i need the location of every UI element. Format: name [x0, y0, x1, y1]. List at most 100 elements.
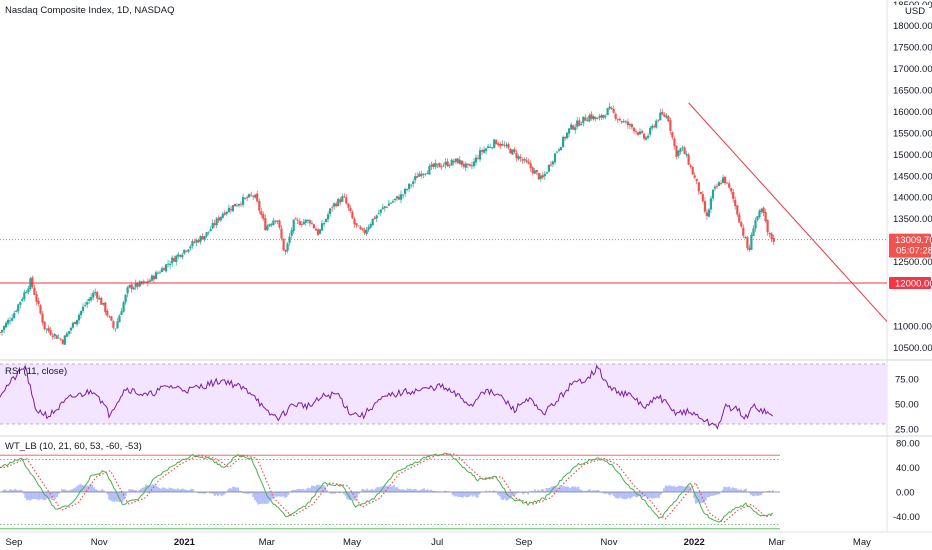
wt-hist-bar	[584, 490, 586, 492]
wt-hist-bar	[492, 490, 494, 492]
chart-title: Nasdaq Composite Index, 1D, NASDAQ	[5, 5, 175, 16]
candle-body	[290, 230, 293, 236]
wt-hist-bar	[232, 486, 234, 492]
wt-hist-bar	[704, 492, 707, 501]
candle-body	[643, 133, 646, 139]
wt-hist-bar	[545, 488, 548, 492]
candle-body	[260, 211, 263, 215]
candle-body	[116, 321, 119, 329]
price-pane[interactable]: Nasdaq Composite Index, 1D, NASDAQ	[0, 5, 888, 345]
wt-hist-bar	[585, 490, 588, 492]
wt-hist-bar	[709, 492, 712, 496]
candle-body	[337, 198, 340, 206]
wt-hist-bar	[622, 492, 625, 500]
wt-hist-bar	[741, 490, 744, 492]
candle-body	[7, 319, 10, 324]
candle-body	[219, 216, 222, 221]
wt-hist-bar	[37, 492, 40, 501]
candle-body	[517, 156, 520, 160]
wt-hist-bar	[510, 492, 513, 498]
wt-hist-bar	[745, 488, 747, 492]
candle-body	[612, 108, 615, 113]
wt-pane[interactable]: WT_LB (10, 21, 60, 53, -60, -53)	[0, 441, 780, 530]
wt-hist-bar	[569, 488, 571, 492]
wt-hist-bar	[557, 487, 560, 492]
wt-hist-bar	[354, 492, 357, 501]
wt-hist-bar	[673, 485, 675, 492]
candle-body	[414, 176, 417, 181]
wt-hist-bar	[203, 492, 206, 494]
candle-body	[187, 249, 190, 252]
wt-hist-bar	[460, 492, 462, 498]
wt-hist-bar	[106, 492, 109, 495]
wt-hist-bar	[265, 492, 268, 505]
wt-hist-bar	[758, 492, 761, 496]
candle-body	[742, 227, 745, 236]
candle-body	[3, 326, 6, 331]
candle-body	[359, 226, 362, 229]
wt-hist-bar	[508, 492, 511, 499]
wt-hist-bar	[27, 492, 30, 500]
wt-hist-bar	[168, 487, 171, 492]
candle-body	[146, 281, 149, 283]
wt-hist-bar	[379, 486, 382, 492]
rsi-pane[interactable]: RSI (11, close)	[0, 363, 887, 430]
candle-body	[557, 149, 561, 151]
candle-body	[523, 159, 526, 161]
candle-body	[227, 207, 230, 213]
wt-hist-bar	[663, 488, 665, 492]
candle-body	[252, 195, 255, 197]
candle-body	[746, 237, 749, 249]
candle-body	[728, 183, 731, 188]
candle-body	[444, 161, 447, 165]
candle-body	[618, 118, 621, 121]
wt-hist-bar	[4, 489, 6, 492]
wt-hist-bar	[574, 486, 576, 492]
candle-body	[282, 238, 285, 251]
candle-body	[624, 121, 627, 123]
wt-hist-bar	[735, 488, 737, 492]
candle-body	[519, 156, 522, 159]
wt-hist-bar	[356, 492, 358, 498]
wt-hist-bar	[688, 485, 690, 492]
price-axis[interactable]: 18500.00 USD 18000.0017500.0017000.00165…	[889, 0, 932, 354]
candle-body	[440, 166, 443, 168]
wt-hist-bar	[743, 489, 746, 492]
candle-body	[756, 216, 759, 220]
wt-hist-bar	[12, 489, 15, 492]
wt-hist-bar	[150, 485, 152, 492]
wt-hist-bar	[728, 486, 731, 492]
candle-body	[171, 257, 174, 264]
candle-body	[272, 220, 275, 225]
candle-body	[175, 255, 178, 262]
candle-body	[379, 209, 382, 213]
wt-hist-bar	[562, 485, 565, 492]
wt-hist-bar	[88, 485, 90, 492]
candle-body	[416, 176, 419, 178]
candle-body	[130, 284, 133, 289]
candle-body	[0, 332, 2, 333]
price-tick-label: 15500.00	[893, 128, 932, 139]
price-ticks: 18000.00 17500.00 17000.00 16500.00 16000.00…	[893, 21, 932, 354]
wt-hist-bar	[304, 490, 307, 492]
wt-hist-bar	[423, 488, 426, 492]
price-tick-label: 11000.00	[893, 321, 932, 332]
candle-body	[280, 228, 283, 239]
trendline[interactable]	[688, 102, 888, 322]
candle-body	[15, 311, 18, 312]
wt-hist-bar	[41, 492, 43, 500]
wt-hist-bar	[549, 487, 551, 492]
wt-hist-bar	[352, 492, 355, 501]
time-axis[interactable]: Sep Nov 2021 Mar May Jul Sep Nov 2022 Mar May	[6, 537, 872, 548]
wt-hist-bar	[277, 492, 280, 497]
candle-body	[450, 159, 453, 166]
candle-body	[762, 207, 765, 214]
candle-body	[63, 335, 66, 345]
currency-label: USD	[905, 6, 925, 17]
wt-hist-bar	[733, 488, 736, 492]
candle-body	[509, 148, 512, 154]
wt-hist-bar	[582, 491, 585, 492]
candle-body	[288, 236, 291, 243]
candle-body	[387, 203, 390, 206]
